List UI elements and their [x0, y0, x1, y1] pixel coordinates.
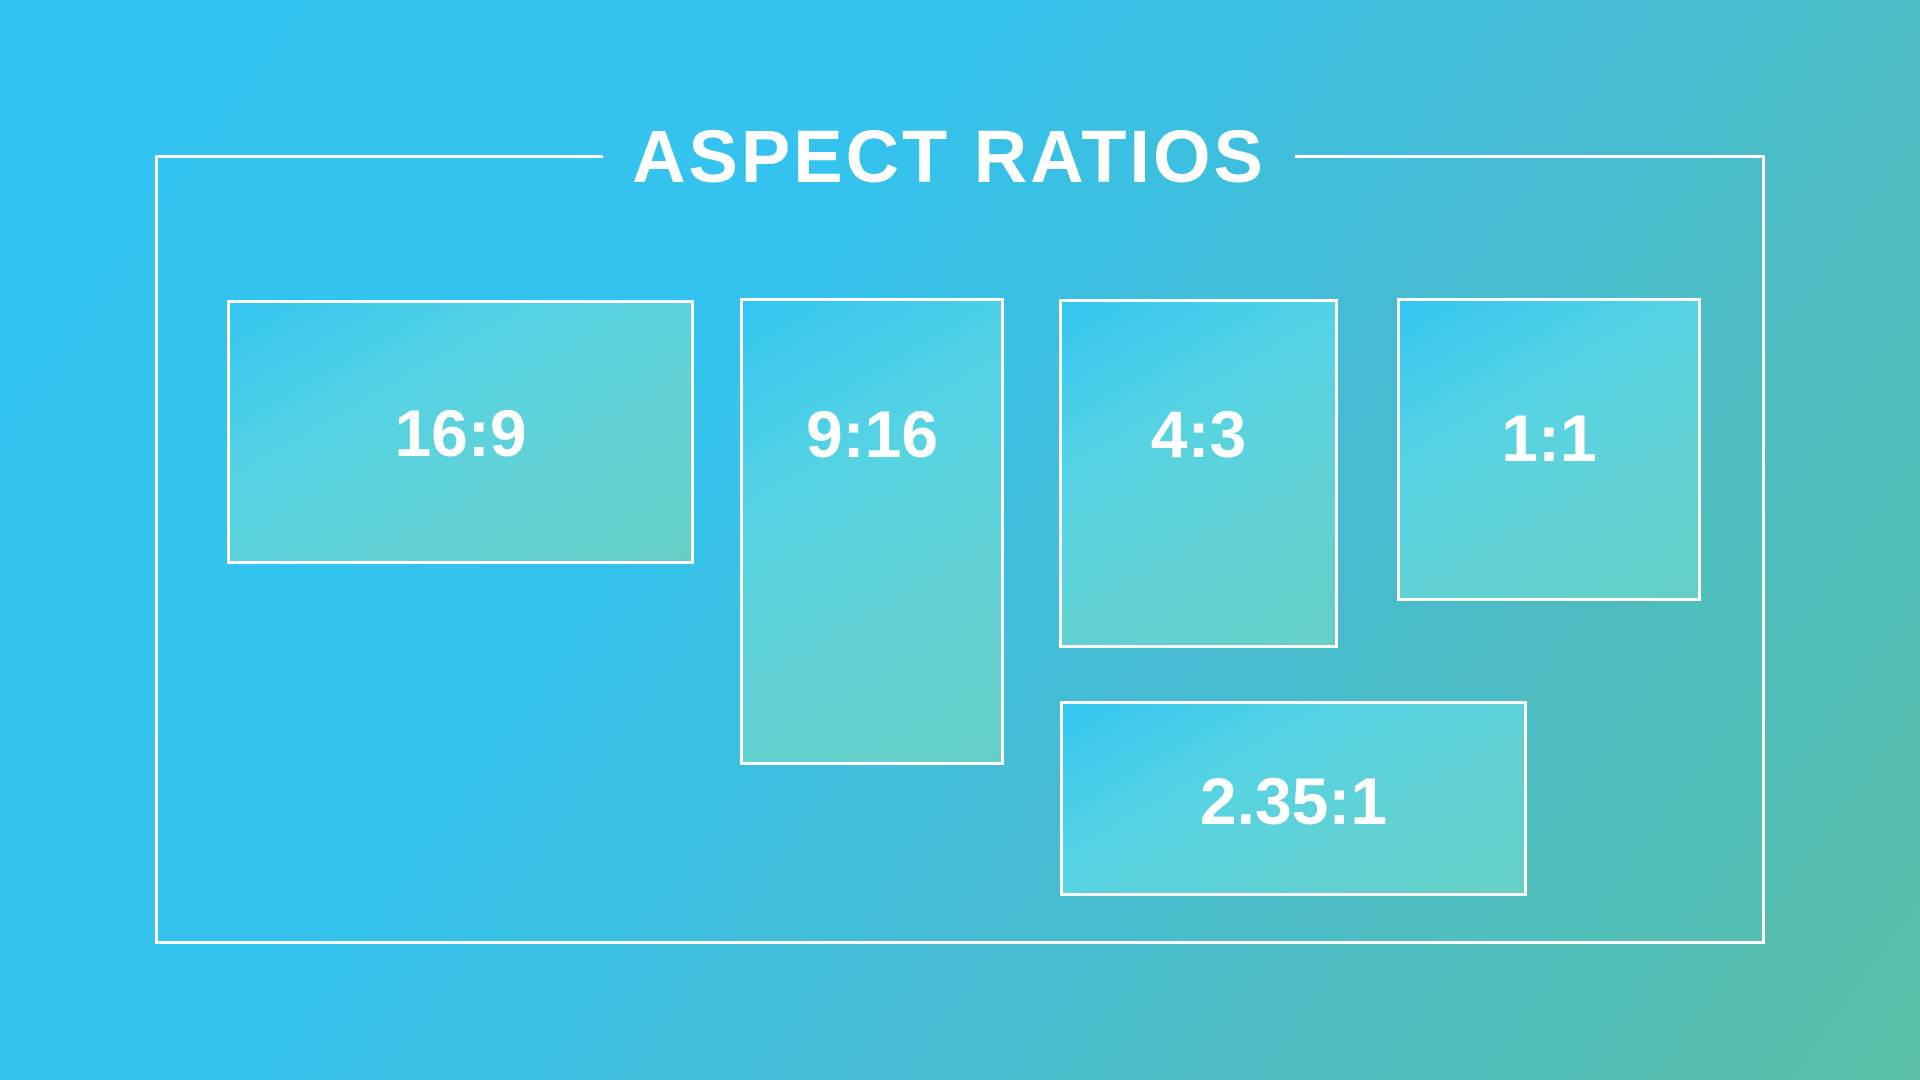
ratio-box: 16:9	[227, 300, 694, 564]
ratio-box: 2.35:1	[1060, 701, 1527, 896]
title: ASPECT RATIOS	[632, 115, 1266, 198]
frame-left	[155, 155, 158, 944]
frame-top-right	[1295, 155, 1765, 158]
ratio-label: 1:1	[1501, 401, 1597, 475]
ratio-box: 9:16	[740, 298, 1004, 765]
frame-right	[1762, 155, 1765, 944]
ratio-label: 16:9	[394, 396, 527, 470]
ratio-label: 2.35:1	[1199, 764, 1388, 838]
ratio-box: 4:3	[1059, 299, 1338, 648]
ratio-label: 4:3	[1150, 397, 1247, 471]
frame-top-left	[155, 155, 603, 158]
ratio-box: 1:1	[1397, 298, 1701, 601]
ratio-label: 9:16	[805, 397, 939, 471]
frame-bottom	[155, 941, 1765, 944]
